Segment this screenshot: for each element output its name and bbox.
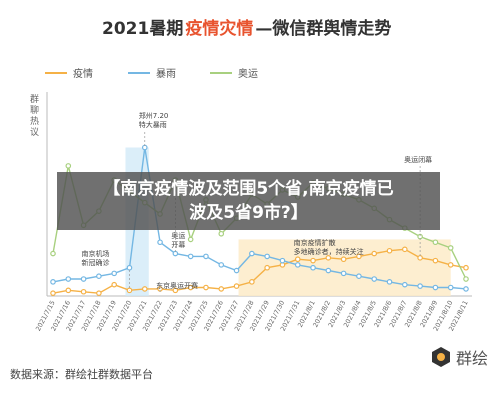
series-2-point-25 — [432, 239, 439, 246]
series-0-point-8 — [172, 287, 179, 294]
series-2-point-9 — [187, 236, 194, 243]
series-1-point-23 — [402, 281, 408, 288]
brand-logo: 群绘 — [430, 345, 488, 369]
chart-x-ticks: 2021/7/152021/7/162021/7/172021/7/182021… — [34, 299, 470, 332]
chart-legend: 疫情 暴雨 奥运 — [45, 67, 258, 80]
series-2-point-1 — [65, 163, 72, 169]
series-1-point-14 — [264, 253, 270, 260]
series-1-point-9 — [187, 253, 194, 260]
series-0-point-13 — [249, 279, 255, 285]
series-1-point-5 — [126, 264, 133, 271]
legend-label-1: 暴雨 — [156, 68, 176, 80]
series-1-point-2 — [80, 276, 87, 282]
footer-source: 数据来源：群绘社群数据平台 — [10, 368, 153, 381]
series-1-point-1 — [65, 276, 72, 282]
series-1-point-22 — [386, 279, 393, 285]
series-0-point-22 — [386, 247, 393, 254]
series-0-point-21 — [371, 250, 378, 257]
series-1-point-21 — [371, 276, 378, 282]
series-1-point-4 — [111, 270, 117, 277]
annotation-4: 南京疫情扩散多地确诊者，持续关注 — [294, 238, 364, 256]
chart-title-part-2: 疫情灾情 — [185, 18, 253, 39]
series-1-point-15 — [279, 257, 286, 264]
series-2-point-0 — [50, 250, 56, 257]
series-0-point-26 — [447, 262, 454, 268]
annotation-0: 郑州7.20 特大暴雨 — [139, 112, 169, 129]
series-0-point-9 — [187, 284, 194, 291]
series-0-point-6 — [141, 286, 148, 292]
legend-label-0: 疫情 — [73, 67, 93, 80]
series-0-point-20 — [356, 253, 362, 260]
series-line-0 — [52, 248, 467, 294]
chart-title-part-3: —微信群舆情走势 — [255, 18, 391, 39]
series-1-point-3 — [96, 273, 102, 280]
series-1-point-25 — [432, 284, 439, 291]
series-0-point-10 — [203, 284, 209, 291]
annotation-3: 东京奥运开赛 — [156, 281, 198, 290]
annotation-1: 南京机场新冠确诊 — [81, 249, 109, 267]
series-2-point-26 — [447, 245, 454, 251]
series-1-point-16 — [294, 262, 301, 268]
series-0-point-27 — [463, 264, 469, 271]
annotation-5: 奥运闭幕 — [404, 155, 432, 164]
series-0-point-18 — [325, 255, 332, 261]
series-1-point-17 — [310, 264, 316, 271]
y-axis-label: 群聊热议 — [30, 93, 39, 138]
series-0-point-12 — [233, 283, 240, 289]
series-1-point-18 — [325, 267, 332, 274]
series-0-point-11 — [218, 286, 225, 292]
series-1-point-10 — [203, 253, 209, 260]
series-0-point-23 — [402, 246, 408, 253]
epidemic-spread-highlight — [238, 239, 451, 296]
series-0-point-2 — [80, 288, 87, 295]
overlay-line-2: 波及5省9市?】 — [189, 203, 308, 223]
series-1-point-26 — [447, 284, 454, 291]
series-0-point-4 — [111, 281, 117, 288]
series-2-point-27 — [463, 276, 469, 282]
series-1-point-0 — [50, 279, 56, 285]
news-overlay-banner: 【南京疫情波及范围5个省,南京疫情已 波及5省9市?】 — [57, 172, 440, 230]
chart-title-part-1: 2021暑期 — [102, 19, 183, 39]
logo-icon — [431, 347, 450, 367]
series-1-point-27 — [463, 286, 469, 292]
logo-text: 群绘 — [455, 349, 488, 368]
annotation-2: 奥运开幕 — [171, 231, 185, 249]
series-1-point-13 — [249, 250, 255, 257]
series-0-point-0 — [50, 290, 56, 296]
series-1-point-19 — [340, 270, 347, 277]
series-0-point-3 — [96, 290, 102, 296]
series-1-point-11 — [218, 262, 225, 268]
series-1-point-8 — [172, 250, 179, 257]
legend-label-2: 奥运 — [238, 67, 258, 80]
series-0-point-16 — [294, 256, 301, 263]
series-0-point-24 — [417, 255, 423, 261]
overlay-line-1: 【南京疫情波及范围5个省,南京疫情已 — [103, 179, 394, 199]
series-2-point-11 — [218, 230, 225, 237]
series-0-point-19 — [340, 256, 347, 263]
series-1-point-12 — [233, 267, 240, 274]
series-1-point-20 — [356, 273, 362, 280]
series-0-point-17 — [310, 257, 316, 264]
series-0-point-25 — [432, 257, 439, 264]
series-1-point-24 — [417, 283, 423, 289]
series-0-point-1 — [65, 287, 72, 294]
series-line-1 — [52, 147, 467, 290]
series-1-point-7 — [157, 239, 163, 246]
series-0-point-14 — [264, 264, 270, 271]
